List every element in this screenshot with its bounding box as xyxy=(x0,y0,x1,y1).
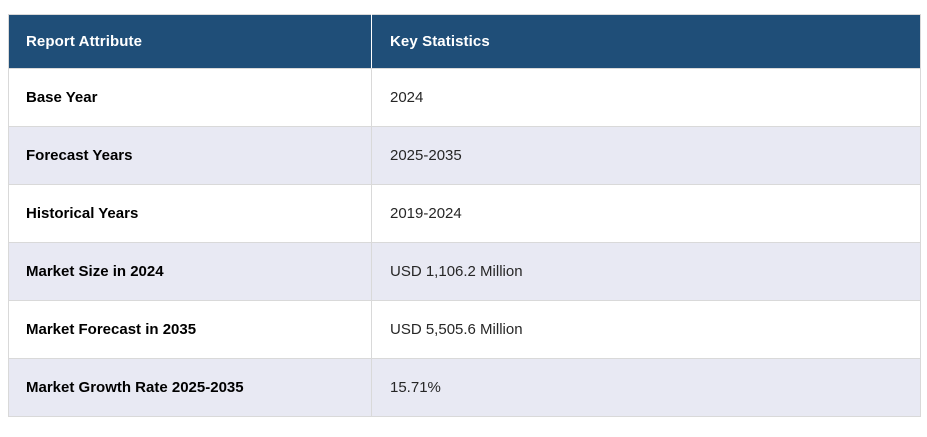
value-cell: 2024 xyxy=(371,68,921,127)
table-row: Market Forecast in 2035 USD 5,505.6 Mill… xyxy=(8,300,921,359)
table-row: Market Growth Rate 2025-2035 15.71% xyxy=(8,358,921,417)
report-statistics-table-container: Report Attribute Key Statistics Base Yea… xyxy=(8,14,921,417)
column-header-key-statistics: Key Statistics xyxy=(371,14,921,69)
table-row: Base Year 2024 xyxy=(8,68,921,127)
value-cell: 2025-2035 xyxy=(371,126,921,185)
attribute-cell: Market Forecast in 2035 xyxy=(8,300,372,359)
value-cell: USD 5,505.6 Million xyxy=(371,300,921,359)
attribute-cell: Market Size in 2024 xyxy=(8,242,372,301)
table-row: Market Size in 2024 USD 1,106.2 Million xyxy=(8,242,921,301)
report-attributes-table: Report Attribute Key Statistics Base Yea… xyxy=(8,14,921,417)
column-header-report-attribute: Report Attribute xyxy=(8,14,372,69)
value-cell: 2019-2024 xyxy=(371,184,921,243)
attribute-cell: Base Year xyxy=(8,68,372,127)
attribute-cell: Market Growth Rate 2025-2035 xyxy=(8,358,372,417)
attribute-cell: Historical Years xyxy=(8,184,372,243)
attribute-cell: Forecast Years xyxy=(8,126,372,185)
table-row: Historical Years 2019-2024 xyxy=(8,184,921,243)
value-cell: 15.71% xyxy=(371,358,921,417)
table-header-row: Report Attribute Key Statistics xyxy=(8,14,921,69)
table-row: Forecast Years 2025-2035 xyxy=(8,126,921,185)
table-body: Base Year 2024 Forecast Years 2025-2035 … xyxy=(8,68,921,417)
value-cell: USD 1,106.2 Million xyxy=(371,242,921,301)
